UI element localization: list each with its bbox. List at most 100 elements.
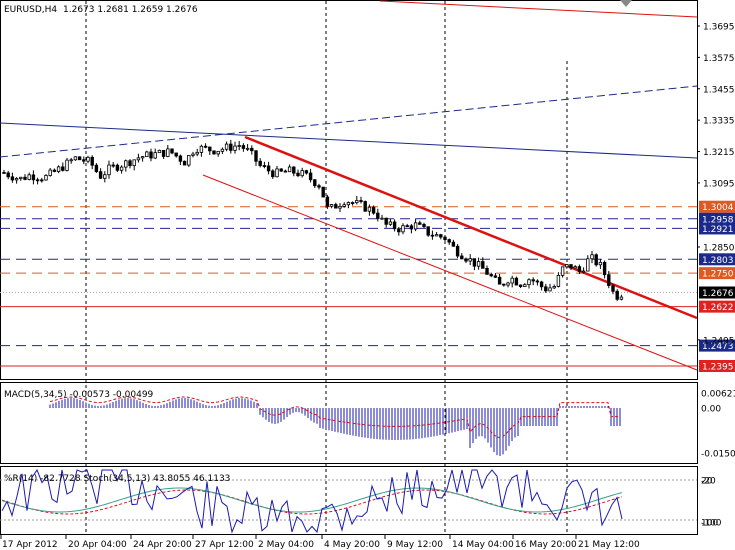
candle-body [149,151,153,159]
candle-body [86,156,90,162]
candle-body [346,202,351,206]
macd-indicator: 0.00621 0.00 -0.01504 [49,390,735,460]
candle-body [208,146,212,152]
candle-body [485,267,489,275]
candle-body [44,175,48,181]
candle-body [69,159,73,162]
macd-signal-line [49,396,620,439]
candle-body [241,145,246,149]
candle-body [413,222,418,230]
price-level-tag [699,212,735,225]
candle-body [497,276,502,285]
candle-body [23,176,27,180]
price-level-tag [699,253,735,266]
candle-body [481,261,485,269]
time-tick-label: 17 Apr 2012 [2,540,58,550]
candle-body [460,255,464,260]
candle-body [48,169,52,176]
candle-body [157,149,162,154]
candle-body [367,206,372,212]
time-tick-label: 14 May 04:00 [452,540,514,550]
blue-falling-line[interactable] [0,122,698,159]
candle-body [350,202,355,204]
candle-body [145,151,149,157]
candle-body [451,241,456,247]
candle-body [581,270,586,273]
main-downtrend-line[interactable] [244,135,698,320]
candle-body [10,176,15,181]
candle-body [61,166,65,171]
price-level-tag [699,339,735,352]
price-level-label: 1.2750 [702,270,734,280]
price-level-label: 1.2622 [702,303,734,313]
candle-body [397,228,401,233]
candle-body [31,174,36,181]
candle-body [140,156,145,159]
candle-body [544,286,548,292]
candle-body [598,261,603,266]
candle-body [56,166,61,172]
price-tick-label: 1.2850 [703,244,735,254]
candle-body [191,153,195,156]
price-level-tag [699,222,735,235]
candle-body [355,200,359,204]
candle-body [258,160,262,166]
price-tick-label: 1.3335 [703,117,735,127]
price-level-label: 1.2921 [702,225,734,235]
time-tick-label: 16 May 20:00 [515,540,577,550]
stoch-main-line [1,487,623,513]
candle-body [405,225,409,228]
price-level-label: 1.2395 [702,363,734,373]
time-tick-label: 4 May 20:00 [324,540,380,550]
candle-body [619,296,624,300]
candle-body [493,275,498,278]
candle-body [14,178,19,181]
horizontal-levels[interactable] [0,206,697,367]
candle-body [82,159,86,162]
upper-red-trendline[interactable] [379,0,698,18]
candle-body [476,261,481,267]
candle-body [94,164,99,173]
time-tick-label: 21 May 12:00 [578,540,640,550]
candle-body [455,245,460,257]
candle-body [502,283,506,286]
chart-shift-marker[interactable] [620,0,632,7]
candle-body [418,222,422,225]
candle-body [321,186,325,198]
candle-body [245,147,250,150]
candle-body [35,179,40,182]
macd-title: MACD(5,34,5) -0.00573 -0.00499 [4,390,154,400]
candle-body [254,150,258,162]
price-level-tag [699,360,735,372]
candle-body [523,284,527,287]
candle-body [430,234,435,237]
candle-body [174,152,178,157]
blue-rising-line[interactable] [0,85,698,158]
price-level-label: 1.2958 [702,215,734,225]
candle-body [342,204,346,207]
candle-body [401,225,405,233]
candle-body [556,275,561,287]
candle-body [111,164,115,167]
candle-body [363,201,367,212]
lower-channel-line[interactable] [202,174,698,371]
candle-body [388,221,393,225]
candle-body [443,236,447,240]
price-level-tag [699,300,735,313]
candle-body [548,287,552,292]
candle-body [296,172,300,177]
candle-body [27,174,31,180]
candle-body [392,221,397,230]
candle-body [565,264,569,268]
candle-body [65,159,69,171]
candle-body [279,168,283,172]
macd-tick-label: 0.00 [701,405,721,415]
candle-body [266,165,271,172]
trend-lines[interactable] [0,0,698,371]
candle-body [262,165,267,167]
candle-body [439,234,443,238]
candle-body [334,204,338,209]
